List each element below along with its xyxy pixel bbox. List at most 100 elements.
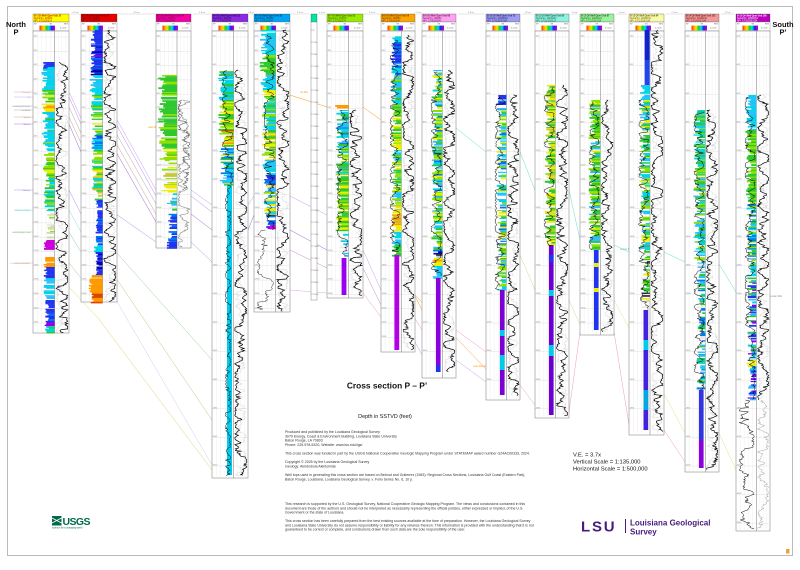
svg-text:-1360: -1360 xyxy=(381,193,387,195)
svg-text:-1059: -1059 xyxy=(327,150,333,152)
svg-text:-859: -859 xyxy=(422,121,427,123)
svg-text:-559: -559 xyxy=(33,79,38,81)
svg-text:0.2 200: 0.2 200 xyxy=(655,28,661,30)
svg-text:-3662: -3662 xyxy=(736,522,742,524)
svg-text:7980: 7980 xyxy=(314,258,320,260)
svg-text:0.2 200: 0.2 200 xyxy=(511,28,517,30)
svg-text:-2060: -2060 xyxy=(535,293,541,295)
svg-text:-1259: -1259 xyxy=(736,179,742,181)
svg-text:document are those of the auth: document are those of the authors and sh… xyxy=(285,506,523,510)
svg-text:-1059: -1059 xyxy=(580,150,586,152)
svg-text:-1259: -1259 xyxy=(486,179,492,181)
svg-text:SP: SP xyxy=(328,23,331,25)
svg-text:and Louisiana State University: and Louisiana State University do not as… xyxy=(285,523,534,527)
svg-text:-859: -859 xyxy=(535,121,540,123)
svg-text:0.2 200: 0.2 200 xyxy=(447,28,453,30)
svg-text:-2861: -2861 xyxy=(736,407,742,409)
svg-text:-459: -459 xyxy=(212,64,217,66)
svg-text:-459: -459 xyxy=(327,64,332,66)
svg-text:Serial No: 11109114: Serial No: 11109114 xyxy=(536,17,557,20)
svg-text:-1159: -1159 xyxy=(327,164,333,166)
svg-text:Serial No: 180984: Serial No: 180984 xyxy=(382,17,401,20)
svg-text:-1460: -1460 xyxy=(156,207,162,209)
svg-text:-1660: -1660 xyxy=(81,236,87,238)
svg-text:SP: SP xyxy=(382,23,385,25)
svg-text:-759: -759 xyxy=(81,107,86,109)
svg-text:-659: -659 xyxy=(254,93,259,95)
svg-text:0.2 200: 0.2 200 xyxy=(605,28,611,30)
svg-text:GR: GR xyxy=(550,23,553,25)
svg-text:B-11 Oil Well Oper Unit 80: B-11 Oil Well Oper Unit 80 xyxy=(536,14,565,17)
svg-text:-1860: -1860 xyxy=(486,264,492,266)
svg-text:-1560: -1560 xyxy=(381,222,387,224)
svg-text:2940: 2940 xyxy=(314,114,320,116)
svg-text:RES: RES xyxy=(64,23,69,25)
svg-text:-3462: -3462 xyxy=(736,493,742,495)
svg-text:-2261: -2261 xyxy=(422,322,428,324)
svg-text:-1960: -1960 xyxy=(254,279,260,281)
svg-text:API: 170105203104: API: 170105203104 xyxy=(487,19,508,22)
svg-text:B-13 Oil Well Oper Unit 94: B-13 Oil Well Oper Unit 94 xyxy=(630,14,659,17)
svg-text:-1660: -1660 xyxy=(254,236,260,238)
svg-text:0.5 mi: 0.5 mi xyxy=(416,12,422,14)
svg-text:8820: 8820 xyxy=(314,282,320,284)
svg-text:-3262: -3262 xyxy=(685,465,691,467)
svg-text:-2060: -2060 xyxy=(736,293,742,295)
svg-text:API: 1709520394: API: 1709520394 xyxy=(423,19,441,22)
svg-text:-659: -659 xyxy=(580,93,585,95)
svg-text:-1760: -1760 xyxy=(381,250,387,252)
svg-text:SP: SP xyxy=(630,23,633,25)
svg-text:Geology: Akinbobola Akintomide: Geology: Akinbobola Akintomide xyxy=(285,464,336,468)
svg-text:-559: -559 xyxy=(381,79,386,81)
svg-text:2.3 mi: 2.3 mi xyxy=(672,12,678,14)
svg-text:-859: -859 xyxy=(685,121,690,123)
svg-text:Fq: Fq xyxy=(27,97,30,99)
svg-text:-859: -859 xyxy=(33,121,38,123)
svg-text:GR: GR xyxy=(172,23,175,25)
svg-text:-1660: -1660 xyxy=(156,236,162,238)
svg-text:-1660: -1660 xyxy=(486,236,492,238)
svg-text:-1460: -1460 xyxy=(685,207,691,209)
svg-text:Serial No: 11009104: Serial No: 11009104 xyxy=(487,17,508,20)
svg-text:-2060: -2060 xyxy=(254,293,260,295)
svg-text:B-9 Oil Well Oper Unit 66: B-9 Oil Well Oper Unit 66 xyxy=(423,14,451,17)
svg-text:-1860: -1860 xyxy=(33,264,39,266)
svg-text:Serial No: 140944: Serial No: 140944 xyxy=(213,17,232,20)
svg-text:Serial No: 11209124: Serial No: 11209124 xyxy=(581,17,602,20)
svg-text:-1159: -1159 xyxy=(156,164,162,166)
svg-text:South: South xyxy=(772,20,794,29)
svg-text:-1660: -1660 xyxy=(580,236,586,238)
svg-text:-259: -259 xyxy=(580,36,585,38)
svg-text:3360: 3360 xyxy=(314,126,320,128)
svg-text:GR: GR xyxy=(396,23,399,25)
svg-text:Lower Mio: Lower Mio xyxy=(770,294,783,298)
svg-text:-1860: -1860 xyxy=(535,264,541,266)
svg-text:Fleming: Fleming xyxy=(22,92,31,94)
svg-text:-1059: -1059 xyxy=(422,150,428,152)
svg-text:API: 1708520384: API: 1708520384 xyxy=(382,19,400,22)
svg-text:-1760: -1760 xyxy=(81,250,87,252)
svg-text:-1159: -1159 xyxy=(580,164,586,166)
svg-text:-1960: -1960 xyxy=(580,279,586,281)
svg-text:-1360: -1360 xyxy=(33,193,39,195)
svg-text:-659: -659 xyxy=(535,93,540,95)
svg-text:-259: -259 xyxy=(535,36,540,38)
svg-text:-1560: -1560 xyxy=(580,222,586,224)
svg-text:-3061: -3061 xyxy=(685,436,691,438)
svg-text:-1760: -1760 xyxy=(33,250,39,252)
svg-text:-1860: -1860 xyxy=(422,264,428,266)
svg-text:-1159: -1159 xyxy=(254,164,260,166)
svg-text:-1259: -1259 xyxy=(535,179,541,181)
svg-text:-1960: -1960 xyxy=(327,279,333,281)
svg-text:-659: -659 xyxy=(685,93,690,95)
svg-text:-1059: -1059 xyxy=(486,150,492,152)
svg-text:-659: -659 xyxy=(629,93,634,95)
svg-text:-2261: -2261 xyxy=(629,322,635,324)
svg-text:-2261: -2261 xyxy=(580,322,586,324)
svg-text:-1260: -1260 xyxy=(33,179,39,181)
svg-text:-759: -759 xyxy=(254,107,259,109)
svg-text:-1460: -1460 xyxy=(486,207,492,209)
svg-text:-3061: -3061 xyxy=(212,436,218,438)
svg-text:-959: -959 xyxy=(580,136,585,138)
svg-text:-2060: -2060 xyxy=(580,293,586,295)
